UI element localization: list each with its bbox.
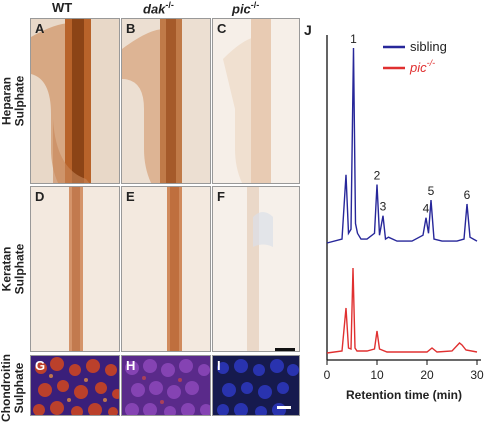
peak-label-5: 5: [428, 184, 435, 198]
panel-label-h: H: [126, 358, 136, 373]
panel-d-keratan-wt: D: [30, 186, 120, 352]
embryo-image: [31, 19, 91, 183]
peak-label-1: 1: [350, 32, 357, 46]
series-line-pic: [326, 267, 478, 354]
x-tick-label: 30: [470, 368, 484, 382]
panel-label-j: J: [304, 22, 312, 38]
column-header-dak: dak-/-: [143, 0, 174, 17]
scale-bar: [277, 406, 291, 409]
fluorescence-image: [122, 356, 210, 415]
x-tick-label: 10: [370, 368, 384, 382]
series-line-sibling: [326, 47, 478, 244]
fluorescence-image: [213, 356, 299, 415]
panel-i-chondroitin-pic: I: [212, 355, 300, 416]
panel-g-chondroitin-wt: G: [30, 355, 120, 416]
scale-bar: [275, 348, 295, 351]
panel-label-c: C: [217, 21, 227, 36]
legend-label-pic: pic-/-: [409, 58, 435, 75]
panel-a-heparan-wt: A: [30, 18, 120, 184]
column-header-wt: WT: [52, 0, 73, 15]
embryo-image: [247, 187, 273, 351]
panel-b-heparan-dak: B: [121, 18, 211, 184]
peak-label-3: 3: [380, 200, 387, 214]
x-axis-title: Retention time (min): [346, 388, 462, 402]
column-header-pic: pic-/-: [232, 0, 260, 17]
legend: sibling pic-/-: [383, 39, 447, 75]
panel-h-chondroitin-dak: H: [121, 355, 211, 416]
panel-label-d: D: [35, 189, 45, 204]
panel-label-e: E: [126, 189, 135, 204]
peak-label-4: 4: [423, 202, 430, 216]
panel-label-f: F: [217, 189, 225, 204]
panel-e-keratan-dak: E: [121, 186, 211, 352]
panel-label-g: G: [35, 358, 46, 373]
row-label-heparan: Heparan Sulphate: [0, 75, 27, 127]
embryo-image: [69, 187, 83, 351]
x-tick-label: 0: [324, 368, 331, 382]
panel-label-i: I: [217, 358, 221, 373]
peak-label-6: 6: [464, 188, 471, 202]
row-label-keratan: Keratan Sulphate: [0, 243, 27, 295]
panel-label-a: A: [35, 21, 45, 36]
chromatogram-chart: J 1 2 3 4 5 6 0 10 20 30 Retention time (min) si…: [304, 22, 484, 402]
embryo-image: [223, 19, 271, 183]
peak-label-2: 2: [374, 169, 381, 183]
panel-c-heparan-pic: C: [212, 18, 300, 184]
fluorescence-image: [31, 356, 119, 415]
panel-f-keratan-pic: F: [212, 186, 300, 352]
panel-label-b: B: [126, 21, 136, 36]
embryo-image: [167, 187, 182, 351]
embryo-image: [122, 19, 182, 183]
legend-label-sibling: sibling: [410, 39, 447, 54]
x-tick-label: 20: [420, 368, 434, 382]
row-label-chondroitin: Chondroitin Sulphate: [0, 354, 27, 422]
